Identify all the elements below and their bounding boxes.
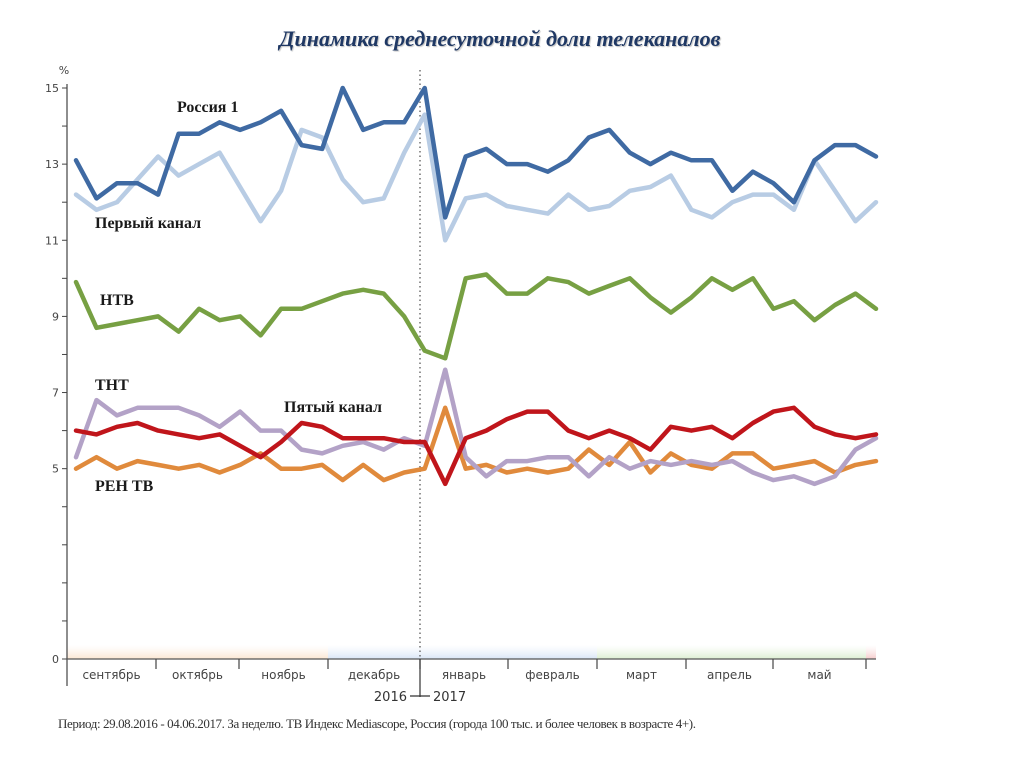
series-line-россия-1 (73, 85, 879, 220)
month-label: январь (442, 668, 486, 682)
y-tick-label: 11 (45, 234, 59, 247)
axes: % 0 5 7 9 11 13 15 сентябрь октябрь ноябрь декабрь я… (45, 64, 876, 705)
month-label: декабрь (348, 668, 400, 682)
chart-title: Динамика среднесуточной доли телеканалов (279, 26, 721, 51)
series-line-тнт (73, 367, 879, 487)
month-label: март (626, 668, 657, 682)
series-label: Пятый канал (284, 399, 382, 416)
month-label: май (807, 668, 831, 682)
series-labels: Россия 1 Первый канал НТВ ТНТ Пятый канал РЕН… (95, 99, 382, 495)
series-line-первый-канал (73, 112, 879, 243)
month-label: апрель (707, 668, 752, 682)
series-label: Россия 1 (177, 99, 238, 116)
season-bands (67, 645, 876, 659)
y-tick-label: 13 (45, 158, 59, 171)
y-tick-label: 5 (52, 463, 59, 476)
series-label: Первый канал (95, 215, 201, 232)
y-tick-label: 15 (45, 82, 59, 95)
y-axis-unit: % (59, 64, 69, 77)
band-summer (866, 645, 876, 659)
series-label: РЕН ТВ (95, 478, 154, 495)
series-line-пятый-канал (73, 405, 879, 487)
y-tick-label: 9 (52, 310, 59, 323)
year-label-left: 2016 (374, 690, 407, 705)
month-label: октябрь (172, 668, 223, 682)
band-spring (597, 645, 866, 659)
month-label: февраль (525, 668, 579, 682)
year-label-right: 2017 (433, 690, 466, 705)
series-label: НТВ (100, 292, 134, 309)
source-note: Период: 29.08.2016 - 04.06.2017. За неде… (58, 716, 696, 731)
month-label: ноябрь (261, 668, 306, 682)
series-line-нтв (73, 272, 879, 361)
band-autumn (67, 645, 328, 659)
series-label: ТНТ (95, 377, 129, 394)
band-winter (328, 645, 597, 659)
y-tick-label: 0 (52, 653, 59, 666)
month-label: сентябрь (82, 668, 140, 682)
series-lines (73, 85, 879, 487)
y-tick-label: 7 (52, 387, 59, 400)
